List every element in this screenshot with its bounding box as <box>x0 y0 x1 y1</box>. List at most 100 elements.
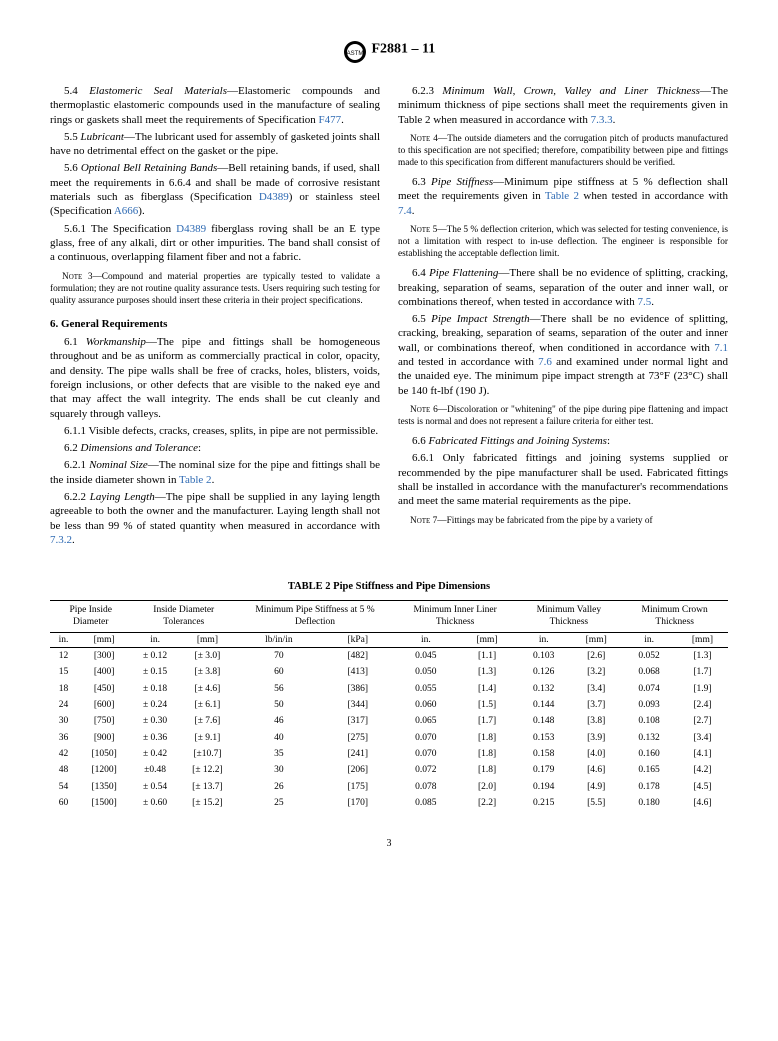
table-cell: [400] <box>77 664 131 680</box>
para-5-4: 5.4 Elastomeric Seal Materials—Elastomer… <box>50 84 380 127</box>
table-head: Pipe Inside Diameter Inside Diameter Tol… <box>50 600 728 647</box>
spec-ref[interactable]: D4389 <box>259 191 289 203</box>
table-cell: 0.085 <box>394 795 458 811</box>
table-cell: 0.065 <box>394 713 458 729</box>
table-cell: [2.0] <box>458 779 517 795</box>
table-cell: [1.3] <box>677 647 728 664</box>
table-cell: 0.060 <box>394 697 458 713</box>
table-cell: 0.070 <box>394 746 458 762</box>
table-cell: [5.5] <box>571 795 621 811</box>
table-cell: [2.7] <box>677 713 728 729</box>
table-cell: 26 <box>236 779 322 795</box>
left-column: 5.4 Elastomeric Seal Materials—Elastomer… <box>50 84 380 550</box>
two-column-body: 5.4 Elastomeric Seal Materials—Elastomer… <box>50 84 728 550</box>
table-cell: [± 7.6] <box>179 713 236 729</box>
text: . <box>341 114 344 126</box>
table-cell: 0.078 <box>394 779 458 795</box>
table-cell: [1.8] <box>458 746 517 762</box>
spec-ref[interactable]: F477 <box>319 114 342 126</box>
table-cell: [1.7] <box>677 664 728 680</box>
para-6-2-1: 6.2.1 Nominal Size—The nominal size for … <box>50 458 380 487</box>
col-head: Minimum Inner Liner Thickness <box>394 600 516 632</box>
text: 6.2.3 Minimum Wall, Crown, Valley and Li… <box>398 85 728 126</box>
note-7: Note 7—Fittings may be fabricated from t… <box>398 515 728 527</box>
table-cell: 0.052 <box>621 647 677 664</box>
para-6-1-1: 6.1.1 Visible defects, cracks, creases, … <box>50 424 380 438</box>
standard-code: F2881 – 11 <box>371 42 435 57</box>
text: and tested in accordance with <box>398 356 538 368</box>
table-row: 18[450]± 0.18[± 4.6]56[386]0.055[1.4]0.1… <box>50 681 728 697</box>
table-cell: [± 4.6] <box>179 681 236 697</box>
table-cell: [4.2] <box>677 762 728 778</box>
table-cell: 0.072 <box>394 762 458 778</box>
table-cell: [± 6.1] <box>179 697 236 713</box>
para-6-2-head: 6.2 Dimensions and Tolerance: <box>50 441 380 455</box>
table-cell: ± 0.54 <box>131 779 178 795</box>
unit-cell: [mm] <box>179 632 236 647</box>
table-cell: 12 <box>50 647 77 664</box>
para-6-6-1: 6.6.1 Only fabricated fittings and joini… <box>398 451 728 508</box>
table-cell: [900] <box>77 730 131 746</box>
table-cell: 0.132 <box>516 681 571 697</box>
svg-text:ASTM: ASTM <box>346 51 363 57</box>
unit-cell: in. <box>621 632 677 647</box>
table-row: 48[1200]±0.48[± 12.2]30[206]0.072[1.8]0.… <box>50 762 728 778</box>
table-cell: [4.6] <box>571 762 621 778</box>
table-cell: [1.3] <box>458 664 517 680</box>
table-cell: 15 <box>50 664 77 680</box>
para-6-5: 6.5 Pipe Impact Strength—There shall be … <box>398 312 728 398</box>
table-2: Pipe Inside Diameter Inside Diameter Tol… <box>50 600 728 811</box>
section-ref[interactable]: 7.4 <box>398 205 412 217</box>
table-row: 60[1500]± 0.60[± 15.2]25[170]0.085[2.2]0… <box>50 795 728 811</box>
table-cell: 0.178 <box>621 779 677 795</box>
table-cell: [482] <box>322 647 394 664</box>
para-6-2-3: 6.2.3 Minimum Wall, Crown, Valley and Li… <box>398 84 728 127</box>
table-ref[interactable]: Table 2 <box>179 474 212 486</box>
table-cell: 0.070 <box>394 730 458 746</box>
table-cell: 30 <box>50 713 77 729</box>
spec-ref[interactable]: A666 <box>114 205 138 217</box>
text: . <box>412 205 415 217</box>
table-cell: ± 0.15 <box>131 664 178 680</box>
table-cell: 0.180 <box>621 795 677 811</box>
table-cell: 42 <box>50 746 77 762</box>
table-cell: [4.0] <box>571 746 621 762</box>
section-ref[interactable]: 7.3.3 <box>591 114 613 126</box>
table-cell: 0.153 <box>516 730 571 746</box>
table-cell: [4.5] <box>677 779 728 795</box>
table-cell: [206] <box>322 762 394 778</box>
section-6-heading: 6. General Requirements <box>50 317 380 331</box>
table-row: 15[400]± 0.15[± 3.8]60[413]0.050[1.3]0.1… <box>50 664 728 680</box>
table-cell: ± 0.18 <box>131 681 178 697</box>
table-cell: 0.108 <box>621 713 677 729</box>
text: . <box>72 534 75 546</box>
section-ref[interactable]: 7.1 <box>714 342 728 354</box>
table-cell: 0.158 <box>516 746 571 762</box>
section-ref[interactable]: 7.5 <box>637 296 651 308</box>
table-cell: 60 <box>50 795 77 811</box>
table-cell: 25 <box>236 795 322 811</box>
page-number: 3 <box>50 837 728 850</box>
col-head: Pipe Inside Diameter <box>50 600 131 632</box>
table-cell: 48 <box>50 762 77 778</box>
table-row: 42[1050]± 0.42[±10.7]35[241]0.070[1.8]0.… <box>50 746 728 762</box>
table-cell: 54 <box>50 779 77 795</box>
table-row: 12[300]± 0.12[± 3.0]70[482]0.045[1.1]0.1… <box>50 647 728 664</box>
text: 6.2.1 Nominal Size—The nominal size for … <box>50 459 380 485</box>
table-cell: 0.144 <box>516 697 571 713</box>
table-cell: 56 <box>236 681 322 697</box>
section-ref[interactable]: 7.3.2 <box>50 534 72 546</box>
table-cell: 0.045 <box>394 647 458 664</box>
units-row: in.[mm]in.[mm]lb/in/in[kPa]in.[mm]in.[mm… <box>50 632 728 647</box>
table-cell: ± 0.30 <box>131 713 178 729</box>
text: . <box>212 474 215 486</box>
unit-cell: [mm] <box>77 632 131 647</box>
table-cell: [600] <box>77 697 131 713</box>
spec-ref[interactable]: D4389 <box>176 223 206 235</box>
table-cell: 24 <box>50 697 77 713</box>
table-cell: [1350] <box>77 779 131 795</box>
table-cell: [± 12.2] <box>179 762 236 778</box>
table-row: 36[900]± 0.36[± 9.1]40[275]0.070[1.8]0.1… <box>50 730 728 746</box>
section-ref[interactable]: 7.6 <box>538 356 552 368</box>
table-ref[interactable]: Table 2 <box>545 190 579 202</box>
